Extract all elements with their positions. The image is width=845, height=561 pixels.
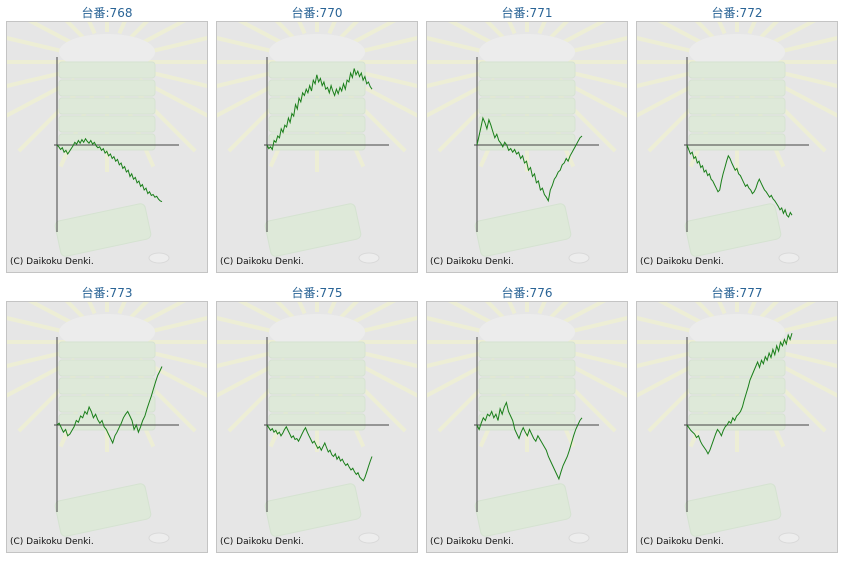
series-line — [476, 400, 583, 481]
chart-cell: 台番:775 (C) Daikoku Denki. — [216, 280, 418, 556]
series-line — [476, 116, 583, 203]
copyright-text: (C) Daikoku Denki. — [220, 257, 304, 267]
chart-cell: 台番:770 (C) Daikoku Denki. — [216, 0, 418, 276]
chart-cell: 台番:773 (C) Daikoku Denki. — [6, 280, 208, 556]
chart-panel: (C) Daikoku Denki. — [6, 301, 208, 553]
copyright-text: (C) Daikoku Denki. — [430, 257, 514, 267]
chart-svg — [217, 302, 417, 544]
copyright-text: (C) Daikoku Denki. — [640, 257, 724, 267]
chart-title[interactable]: 台番:771 — [501, 6, 553, 20]
chart-title[interactable]: 台番:772 — [711, 6, 763, 20]
chart-svg — [637, 22, 837, 264]
copyright-text: (C) Daikoku Denki. — [220, 537, 304, 547]
series-line — [686, 333, 793, 455]
chart-cell: 台番:768 (C) Daikoku Denki. — [6, 0, 208, 276]
chart-svg — [427, 302, 627, 544]
chart-title[interactable]: 台番:770 — [291, 6, 343, 20]
chart-svg — [7, 22, 207, 264]
background-illustration — [217, 302, 417, 544]
chart-panel: (C) Daikoku Denki. — [426, 301, 628, 553]
chart-svg — [7, 302, 207, 544]
chart-title[interactable]: 台番:775 — [291, 286, 343, 300]
copyright-text: (C) Daikoku Denki. — [430, 537, 514, 547]
series-line — [686, 144, 793, 218]
series-line — [56, 137, 163, 203]
chart-panel: (C) Daikoku Denki. — [216, 21, 418, 273]
background-illustration — [7, 302, 207, 544]
background-illustration — [637, 22, 837, 264]
copyright-text: (C) Daikoku Denki. — [10, 537, 94, 547]
chart-cell: 台番:776 (C) Daikoku Denki. — [426, 280, 628, 556]
background-illustration — [427, 302, 627, 544]
background-illustration — [217, 22, 417, 264]
chart-panel: (C) Daikoku Denki. — [6, 21, 208, 273]
chart-svg — [637, 302, 837, 544]
chart-panel: (C) Daikoku Denki. — [636, 301, 838, 553]
background-illustration — [7, 22, 207, 264]
chart-title[interactable]: 台番:773 — [81, 286, 133, 300]
chart-cell: 台番:772 (C) Daikoku Denki. — [636, 0, 838, 276]
series-line — [266, 68, 373, 151]
chart-svg — [427, 22, 627, 264]
chart-cell: 台番:771 (C) Daikoku Denki. — [426, 0, 628, 276]
copyright-text: (C) Daikoku Denki. — [640, 537, 724, 547]
chart-title[interactable]: 台番:777 — [711, 286, 763, 300]
copyright-text: (C) Daikoku Denki. — [10, 257, 94, 267]
series-line — [266, 424, 373, 482]
chart-panel: (C) Daikoku Denki. — [426, 21, 628, 273]
chart-svg — [217, 22, 417, 264]
chart-panel: (C) Daikoku Denki. — [216, 301, 418, 553]
chart-panel: (C) Daikoku Denki. — [636, 21, 838, 273]
chart-title[interactable]: 台番:776 — [501, 286, 553, 300]
series-line — [56, 366, 163, 445]
chart-cell: 台番:777 (C) Daikoku Denki. — [636, 280, 838, 556]
chart-title[interactable]: 台番:768 — [81, 6, 133, 20]
background-illustration — [637, 302, 837, 544]
background-illustration — [427, 22, 627, 264]
